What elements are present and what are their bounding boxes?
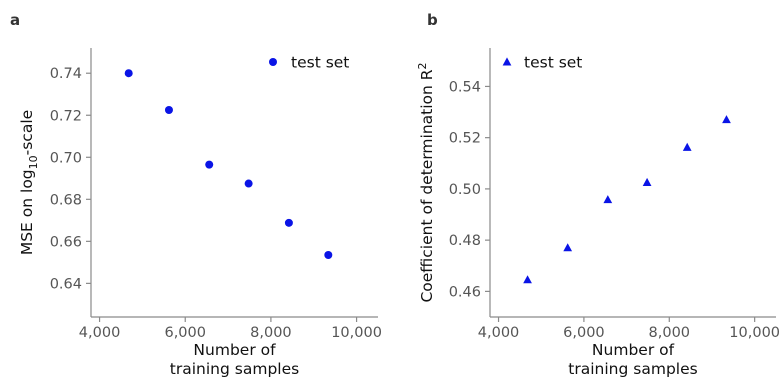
x-axis-label-line1: Number of — [193, 341, 276, 359]
data-point — [563, 243, 573, 252]
y-tick-label: 0.46 — [449, 284, 481, 300]
data-point — [324, 251, 333, 260]
panel-letter: a — [10, 11, 20, 29]
y-tick-label: 0.74 — [50, 66, 82, 82]
panel-b: b 4,000 6,000 8,000 10,000 0.46 0.48 0.50 0.52 0.… — [416, 11, 780, 377]
x-tick-label: 4,000 — [79, 325, 121, 341]
y-axis-label: MSE on log10-scale — [18, 110, 40, 255]
data-point — [642, 177, 652, 186]
x-tick-label: 10,000 — [729, 325, 780, 341]
data-point — [523, 275, 532, 284]
y-tick-label: 0.64 — [50, 276, 82, 292]
x-tick-label: 8,000 — [649, 325, 691, 341]
y-tick-label: 0.54 — [449, 79, 481, 95]
x-tick-label: 8,000 — [250, 325, 292, 341]
y-axis-label-main: Coefficient of determination R — [418, 69, 436, 302]
x-tick-label: 10,000 — [331, 325, 382, 341]
legend-label: test set — [291, 54, 349, 72]
y-tick-label: 0.48 — [449, 233, 481, 249]
x-tick-label: 4,000 — [478, 325, 520, 341]
data-point — [244, 179, 253, 188]
data-point — [682, 142, 692, 151]
data-point — [124, 69, 133, 78]
legend-marker — [502, 57, 512, 66]
y-axis-label-main: MSE on log — [18, 169, 36, 255]
y-axis-label-subscript: 10 — [27, 155, 40, 169]
y-axis-label-superscript: 2 — [416, 62, 429, 69]
x-tick-label: 6,000 — [563, 325, 605, 341]
y-tick-label: 0.50 — [449, 182, 481, 198]
x-axis-label-line1: Number of — [592, 341, 675, 359]
x-axis-label-line2: training samples — [568, 360, 697, 377]
data-point — [603, 195, 613, 204]
x-axis-label-line2: training samples — [170, 360, 299, 377]
data-point — [722, 115, 731, 124]
panel-letter: b — [427, 11, 438, 29]
data-point — [164, 105, 173, 114]
data-point — [205, 160, 214, 169]
y-tick-label: 0.68 — [50, 192, 82, 208]
panel-a: a 4,000 6,000 8,000 10,000 0.64 0.66 0.68 0.70 0.… — [10, 11, 382, 377]
data-point — [284, 218, 293, 227]
y-tick-label: 0.52 — [449, 131, 481, 147]
y-tick-label: 0.72 — [50, 108, 82, 124]
y-tick-label: 0.66 — [50, 234, 82, 250]
legend-label: test set — [524, 54, 582, 72]
y-axis-label-tail: -scale — [18, 110, 36, 156]
x-tick-label: 6,000 — [164, 325, 206, 341]
y-axis-label: Coefficient of determination R2 — [416, 62, 436, 302]
legend-marker — [269, 58, 277, 66]
y-tick-label: 0.70 — [50, 150, 82, 166]
